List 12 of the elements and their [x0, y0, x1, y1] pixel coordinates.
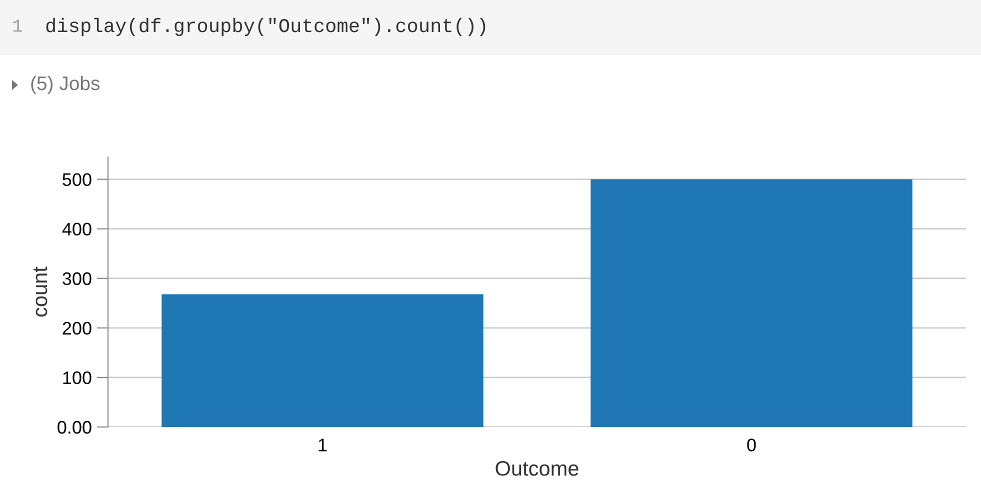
y-axis-title: count	[34, 266, 48, 317]
y-tick-label: 100	[63, 371, 92, 384]
text: 1	[13, 20, 22, 32]
text: display(df.groupby("Outcome").count())	[46, 18, 486, 36]
x-axis-title: Outcome	[496, 461, 578, 476]
y-tick-label: 300	[62, 272, 92, 286]
x-tick-label: 0	[747, 438, 756, 452]
y-tick-label: 0.00	[58, 420, 92, 434]
y-tick-label: 200	[62, 322, 92, 335]
text: (5) Jobs	[31, 76, 100, 94]
y-tick-label: 500	[62, 173, 92, 186]
y-tick-label: 400	[62, 222, 92, 236]
